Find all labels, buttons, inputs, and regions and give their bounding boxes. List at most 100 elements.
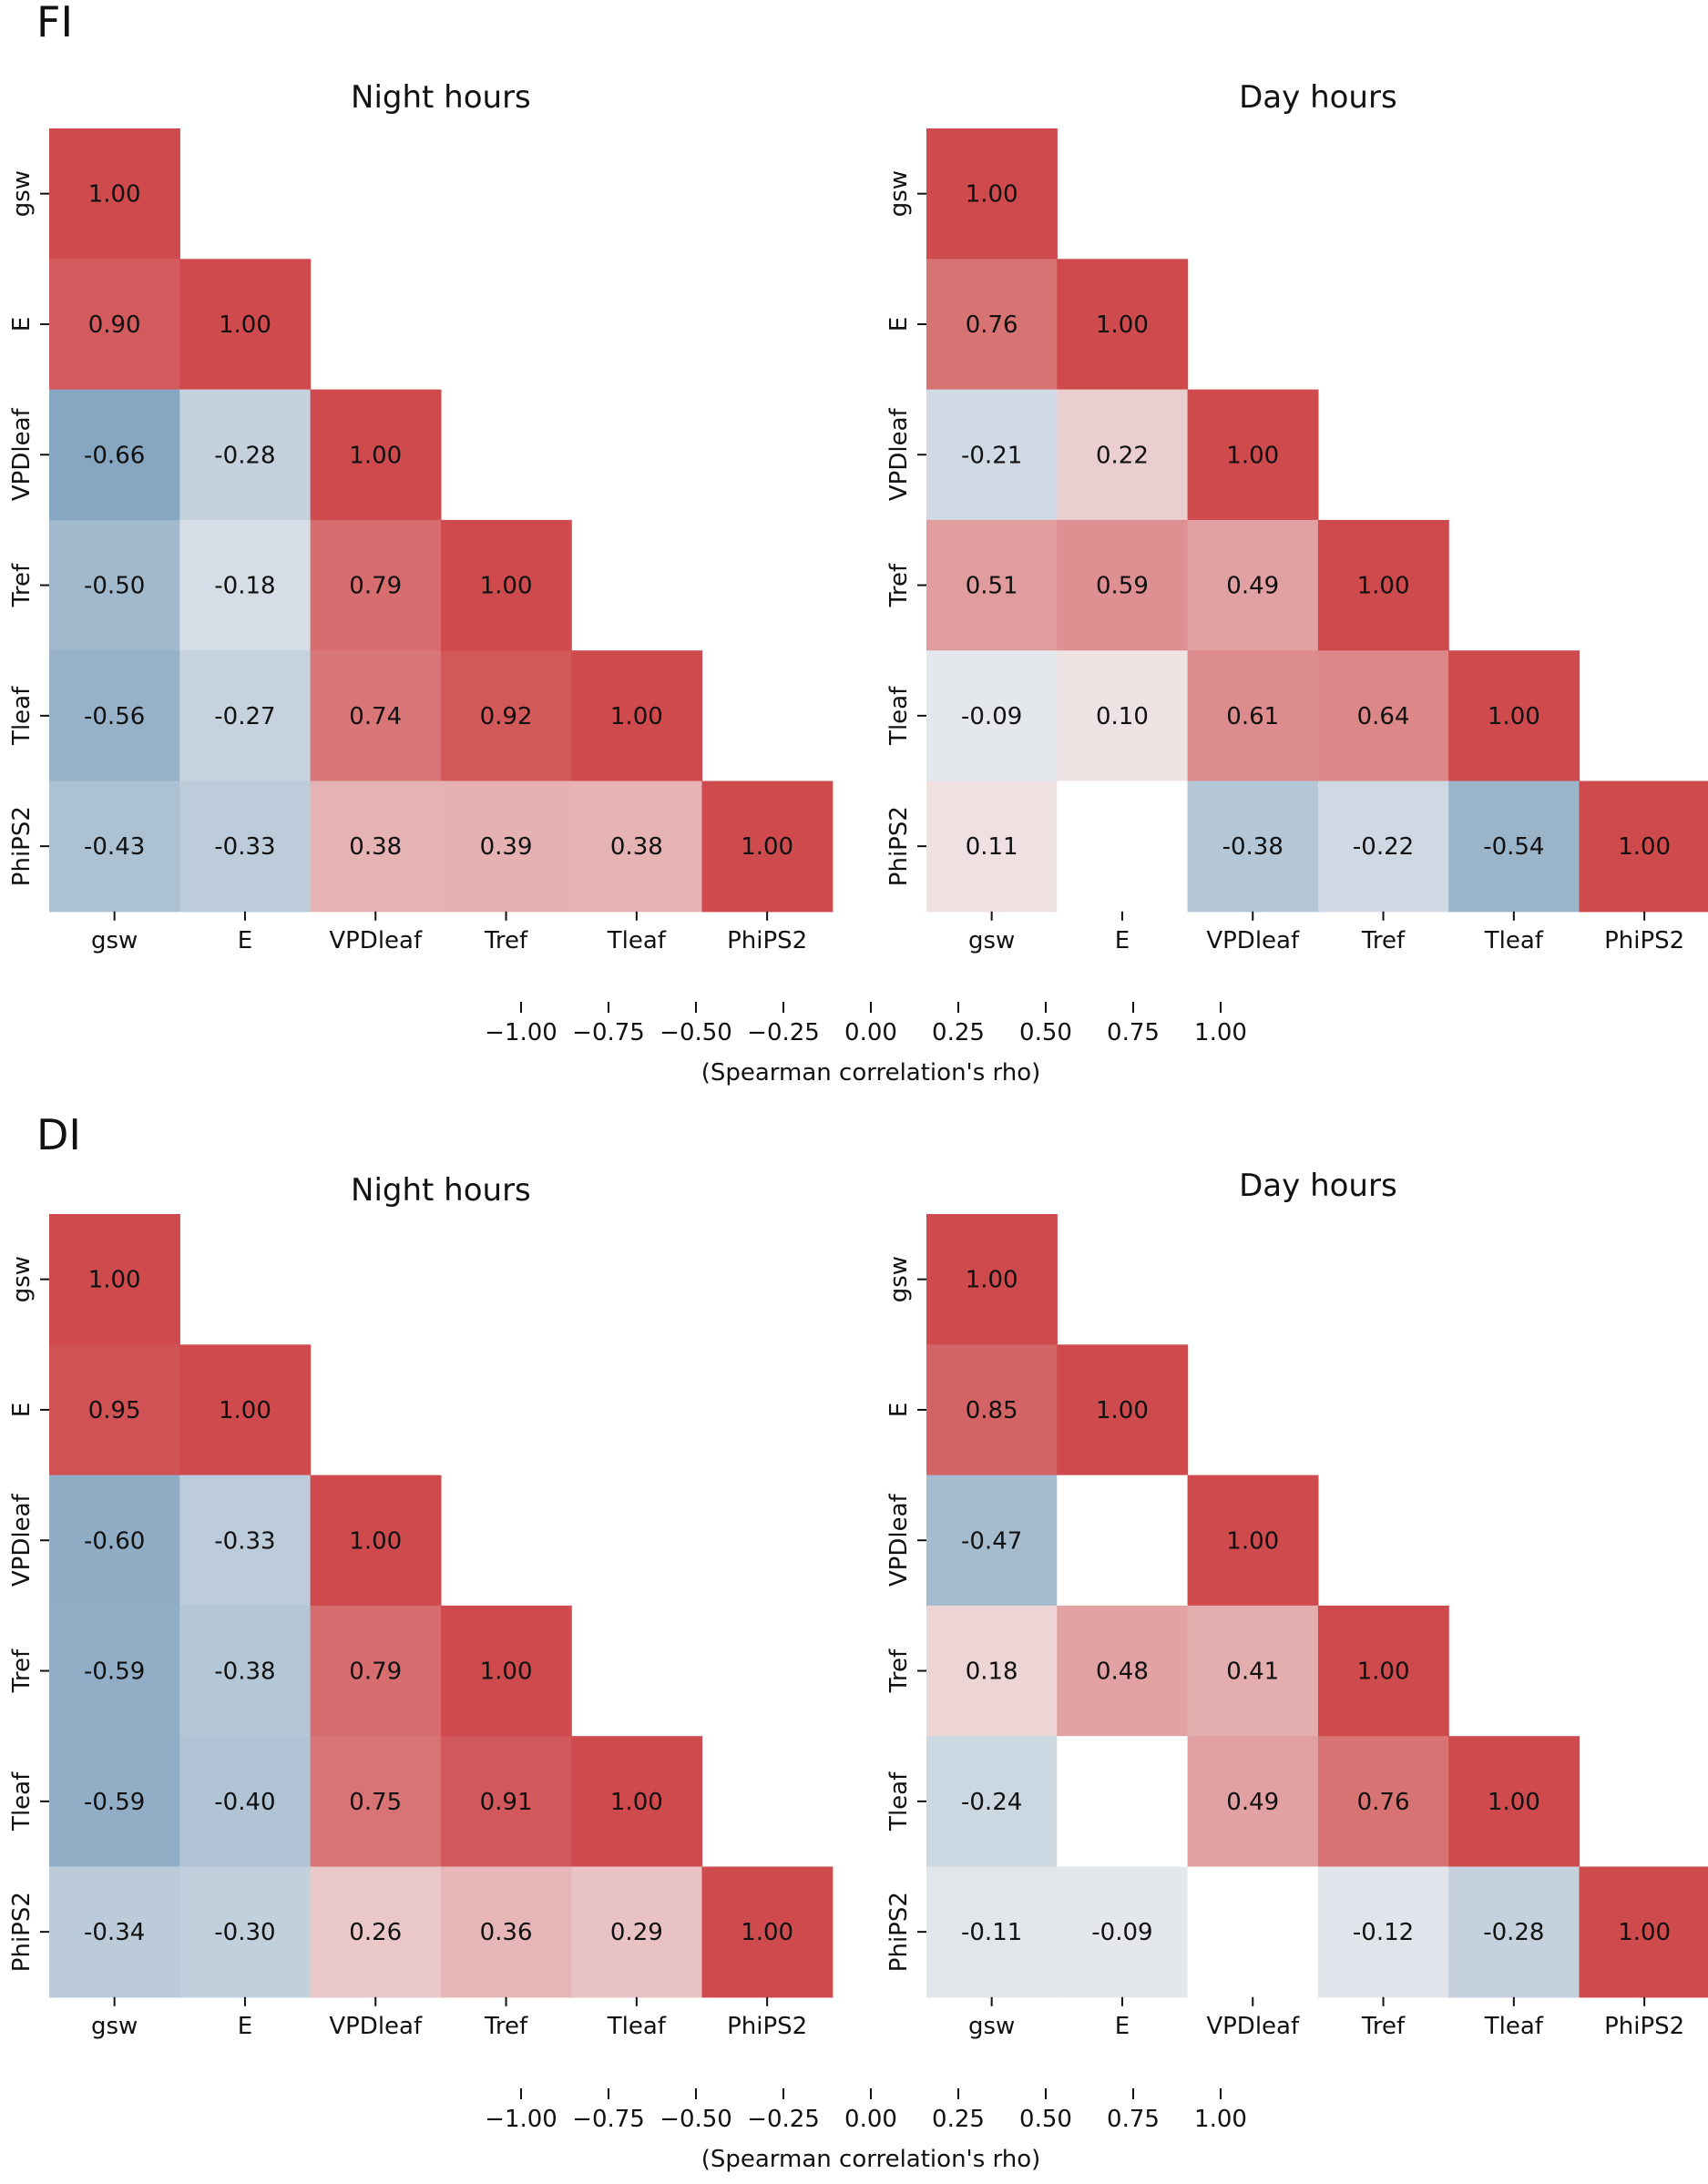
- heatmap-panels: Night hours 1.00 0.90 1.00 -0.66 -0.28 1.00 -0.…: [8, 79, 1708, 2040]
- colorbar-tick-label: 1.00: [1194, 1019, 1247, 1046]
- cell-value-label: 1.00: [219, 311, 271, 339]
- heatmap-cell: [1448, 1866, 1580, 1998]
- cell-value-label: 1.00: [349, 442, 402, 469]
- cell-value-label: -0.11: [961, 1919, 1022, 1946]
- cell-value-label: 1.00: [1226, 442, 1279, 469]
- cell-value-label: 1.00: [741, 1919, 793, 1946]
- cell-value-label: 1.00: [610, 703, 663, 730]
- y-tick-label: PhiPS2: [8, 1892, 36, 1972]
- cell-value-label: 0.75: [349, 1789, 402, 1816]
- heatmap-cell: [49, 781, 180, 913]
- y-tick-label: PhiPS2: [885, 1892, 913, 1972]
- x-tick-label: E: [238, 2013, 252, 2040]
- heatmap-cell: [926, 259, 1058, 391]
- cell-value-label: 0.76: [966, 311, 1018, 339]
- x-tick-label: PhiPS2: [1604, 927, 1684, 954]
- cell-value-label: -0.27: [214, 703, 275, 730]
- heatmap-di-day: Day hours 1.00 0.85 1.00 -0.47 1.00 0.18 0.48 0.…: [885, 1168, 1708, 2040]
- cell-value-label: 0.36: [480, 1919, 533, 1946]
- heatmap-cell: [1187, 389, 1319, 521]
- heatmap-cell: [1057, 389, 1189, 521]
- y-tick-label: gsw: [8, 1256, 36, 1302]
- heatmap-cell: [1317, 1736, 1449, 1868]
- heatmap-cell: [440, 1866, 572, 1998]
- heatmap-cell: [179, 259, 312, 391]
- cell-value-label: -0.18: [214, 573, 275, 600]
- colorbar-tick-label: 0.00: [844, 1019, 897, 1046]
- cell-value-label: -0.33: [214, 1527, 275, 1555]
- heatmap-cell: [1057, 650, 1189, 782]
- cell-value-label: -0.54: [1483, 833, 1544, 861]
- heatmap-cell: [926, 650, 1058, 782]
- heatmap-cell: [1579, 781, 1708, 913]
- cell-value-label: 1.00: [219, 1397, 271, 1424]
- y-tick-label: gsw: [885, 170, 913, 217]
- heatmap-di-night: Night hours 1.00 0.95 1.00 -0.60 -0.33 1.00 -0.…: [8, 1172, 834, 2040]
- cell-value-label: -0.66: [84, 442, 145, 469]
- x-tick-label: E: [1115, 927, 1130, 954]
- panel-title: Day hours: [1239, 79, 1397, 116]
- colorbar-fi: −1.00 −0.75 −0.50 −0.25 0.00 0.25 0.50 0.75 1.00…: [485, 1002, 1247, 1087]
- x-tick-label: PhiPS2: [1604, 2013, 1684, 2040]
- x-tick-label: Tref: [484, 927, 528, 954]
- heatmap-cell: [310, 1605, 442, 1737]
- y-tick-label: E: [8, 1403, 36, 1417]
- y-tick-label: gsw: [8, 170, 36, 217]
- heatmap-cell: [1317, 1605, 1449, 1737]
- x-tick-label: Tref: [1361, 2013, 1406, 2040]
- cell-value-label: -0.24: [961, 1789, 1022, 1816]
- cell-value-label: 0.79: [349, 1658, 402, 1686]
- y-tick-label: PhiPS2: [885, 806, 913, 886]
- heatmap-cell: [179, 781, 312, 913]
- colorbar-label: (Spearman correlation's rho): [701, 1059, 1041, 1087]
- heatmap-cell: [1317, 519, 1449, 651]
- heatmap-cell: [1057, 1736, 1189, 1868]
- colorbar-tick-label: 1.00: [1194, 2106, 1247, 2133]
- x-tick-label: E: [238, 927, 252, 954]
- cell-value-label: 0.38: [610, 833, 663, 861]
- heatmap-cell: [1317, 650, 1449, 782]
- cell-value-label: -0.12: [1353, 1919, 1414, 1946]
- cell-value-label: -0.28: [1483, 1919, 1544, 1946]
- cell-value-label: 0.10: [1096, 703, 1149, 730]
- cell-value-label: 0.22: [1096, 442, 1149, 469]
- cell-value-label: 0.11: [966, 833, 1018, 861]
- cell-value-label: 0.26: [349, 1919, 402, 1946]
- heatmap-cell: [310, 650, 442, 782]
- heatmap-cell: [179, 1344, 312, 1476]
- colorbar-tick-label: 0.75: [1107, 2106, 1160, 2133]
- heatmap-cell: [1057, 1344, 1189, 1476]
- heatmap-cell: [1317, 781, 1449, 913]
- colorbar-tick-label: −0.75: [572, 1019, 645, 1046]
- cell-value-label: -0.30: [214, 1919, 275, 1946]
- cell-value-label: -0.28: [214, 442, 275, 469]
- y-tick-label: gsw: [885, 1256, 913, 1302]
- cell-value-label: 1.00: [1618, 833, 1671, 861]
- heatmap-cell: [1187, 1605, 1319, 1737]
- cell-value-label: 0.59: [1096, 573, 1149, 600]
- cell-value-label: 0.29: [610, 1919, 663, 1946]
- cell-value-label: 0.38: [349, 833, 402, 861]
- cell-value-label: 0.18: [966, 1658, 1018, 1686]
- heatmap-cell: [1448, 781, 1580, 913]
- heatmap-cell: [49, 1214, 180, 1345]
- x-tick-label: gsw: [91, 2013, 138, 2040]
- cell-value-label: 1.00: [349, 1527, 402, 1555]
- cell-value-label: 0.92: [480, 703, 533, 730]
- cell-value-label: 1.00: [1618, 1919, 1671, 1946]
- y-tick-label: VPDleaf: [8, 1494, 36, 1587]
- panel-title: Night hours: [351, 1172, 531, 1209]
- heatmap-cell: [440, 519, 572, 651]
- heatmap-cell: [49, 389, 180, 521]
- colorbar-tick-label: −0.50: [660, 1019, 732, 1046]
- heatmap-cell: [49, 519, 180, 651]
- cell-value-label: 0.79: [349, 573, 402, 600]
- heatmap-cell: [1579, 1866, 1708, 1998]
- cell-value-label: 0.90: [88, 311, 141, 339]
- heatmap-cell: [310, 1475, 442, 1607]
- y-tick-label: Tleaf: [885, 686, 913, 746]
- heatmap-cell: [926, 1344, 1058, 1476]
- colorbar-tick-label: 0.50: [1019, 2106, 1072, 2133]
- heatmap-cell: [571, 781, 703, 913]
